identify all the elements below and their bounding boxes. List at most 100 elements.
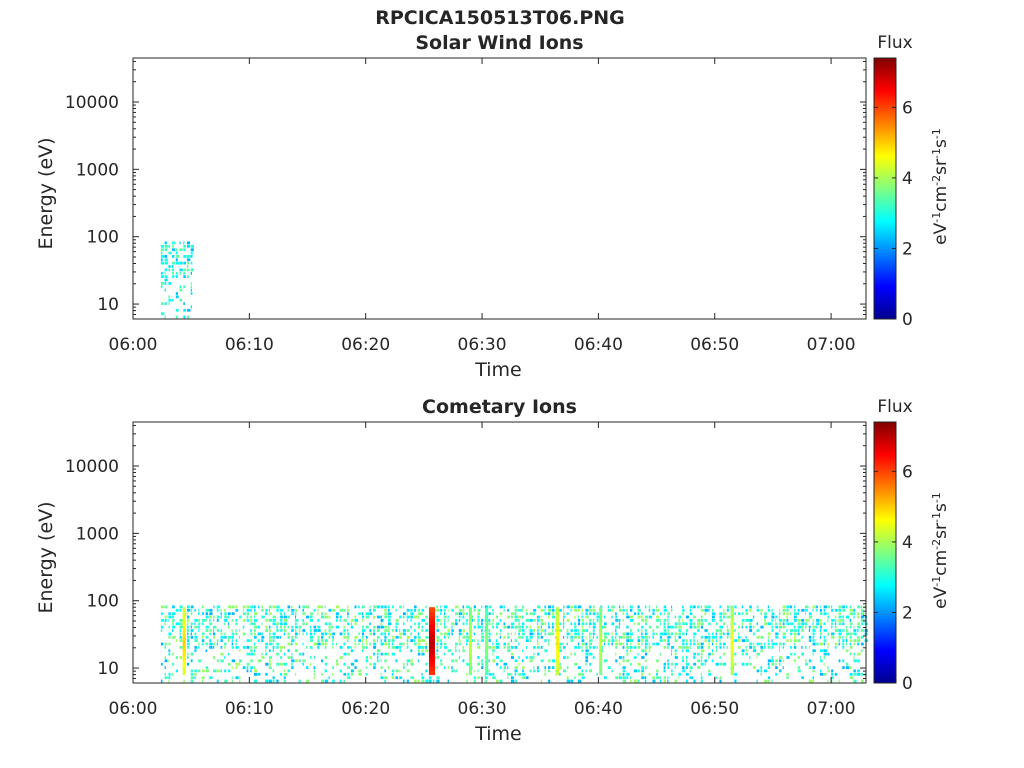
flux-cell bbox=[373, 625, 376, 629]
colorbar-tick-label: 0 bbox=[902, 310, 913, 330]
flux-burst-cell bbox=[182, 642, 186, 646]
flux-cell bbox=[347, 608, 350, 612]
flux-burst-cell bbox=[556, 653, 560, 657]
flux-cell bbox=[462, 632, 464, 636]
flux-cell bbox=[272, 622, 276, 626]
flux-cell bbox=[254, 669, 258, 673]
x-axis-label: Time bbox=[474, 359, 522, 381]
flux-cell bbox=[190, 676, 194, 680]
flux-cell bbox=[585, 608, 589, 612]
flux-cell bbox=[414, 629, 416, 632]
flux-cell bbox=[641, 639, 644, 642]
flux-cell bbox=[548, 625, 550, 629]
flux-cell bbox=[712, 612, 716, 616]
flux-cell bbox=[291, 625, 294, 629]
flux-cell bbox=[797, 622, 801, 626]
flux-cell bbox=[190, 622, 193, 626]
flux-cell bbox=[250, 622, 254, 626]
flux-cell bbox=[633, 622, 635, 626]
flux-burst-cell bbox=[485, 669, 489, 673]
flux-cell bbox=[265, 672, 268, 676]
flux-cell bbox=[224, 679, 228, 683]
flux-cell bbox=[544, 612, 548, 616]
flux-cell bbox=[190, 248, 194, 252]
flux-cell bbox=[503, 642, 506, 646]
flux-cell bbox=[630, 635, 632, 639]
flux-burst-cell bbox=[182, 609, 186, 614]
flux-cell bbox=[797, 619, 801, 622]
flux-cell bbox=[559, 622, 562, 626]
flux-cell bbox=[328, 608, 332, 612]
flux-cell bbox=[838, 632, 842, 636]
flux-cell bbox=[842, 619, 845, 622]
flux-cell bbox=[663, 619, 667, 622]
flux-cell bbox=[466, 662, 469, 666]
flux-cell bbox=[462, 615, 465, 619]
flux-cell bbox=[641, 625, 644, 629]
flux-burst-cell bbox=[556, 658, 560, 662]
flux-cell bbox=[231, 632, 235, 636]
flux-cell bbox=[298, 625, 302, 629]
flux-cell bbox=[831, 672, 833, 676]
flux-cell bbox=[343, 619, 347, 622]
flux-cell bbox=[849, 676, 854, 680]
flux-cell bbox=[220, 659, 224, 663]
flux-cell bbox=[700, 625, 703, 629]
flux-burst-cell bbox=[730, 628, 734, 632]
flux-cell bbox=[671, 625, 675, 629]
flux-cell bbox=[276, 646, 279, 649]
flux-cell bbox=[160, 271, 163, 275]
flux-cell bbox=[585, 612, 588, 616]
flux-cell bbox=[421, 652, 425, 656]
flux-cell bbox=[254, 632, 256, 636]
flux-cell bbox=[834, 615, 837, 619]
flux-cell bbox=[652, 679, 656, 683]
flux-cell bbox=[637, 629, 639, 632]
flux-cell bbox=[715, 649, 718, 653]
flux-cell bbox=[741, 639, 745, 642]
flux-cell bbox=[697, 646, 701, 649]
flux-cell bbox=[641, 642, 643, 646]
flux-cell bbox=[179, 608, 182, 612]
flux-cell bbox=[745, 639, 749, 642]
flux-cell bbox=[537, 619, 540, 622]
flux-cell bbox=[417, 622, 421, 626]
flux-cell bbox=[712, 635, 716, 639]
flux-cell bbox=[175, 295, 179, 299]
flux-cell bbox=[860, 615, 864, 619]
flux-cell bbox=[436, 608, 440, 612]
flux-cell bbox=[566, 679, 571, 683]
flux-cell bbox=[812, 635, 815, 639]
flux-cell bbox=[663, 676, 666, 680]
flux-cell bbox=[749, 622, 752, 626]
flux-cell bbox=[779, 662, 781, 666]
flux-cell bbox=[317, 625, 321, 629]
flux-cell bbox=[726, 632, 730, 636]
flux-cell bbox=[380, 622, 383, 626]
flux-cell bbox=[496, 622, 500, 626]
flux-cell bbox=[659, 622, 661, 626]
flux-cell bbox=[689, 646, 691, 649]
flux-cell bbox=[812, 642, 816, 646]
flux-cell bbox=[175, 251, 178, 255]
flux-cell bbox=[674, 635, 676, 639]
flux-cell bbox=[551, 605, 555, 609]
flux-cell bbox=[566, 635, 569, 639]
flux-cell bbox=[671, 672, 674, 676]
flux-cell bbox=[604, 625, 607, 629]
flux-cell bbox=[767, 639, 769, 642]
flux-cell bbox=[365, 659, 369, 663]
flux-cell bbox=[302, 632, 304, 636]
flux-cell bbox=[175, 315, 178, 319]
flux-cell bbox=[715, 639, 718, 642]
flux-cell bbox=[503, 662, 507, 666]
flux-cell bbox=[436, 676, 440, 680]
flux-cell bbox=[846, 632, 850, 636]
flux-cell bbox=[749, 662, 752, 666]
flux-cell bbox=[819, 622, 823, 626]
flux-cell bbox=[239, 635, 241, 639]
flux-cell bbox=[667, 662, 670, 666]
flux-burst-cell bbox=[730, 644, 734, 649]
flux-cell bbox=[503, 608, 505, 612]
flux-cell bbox=[637, 605, 640, 609]
